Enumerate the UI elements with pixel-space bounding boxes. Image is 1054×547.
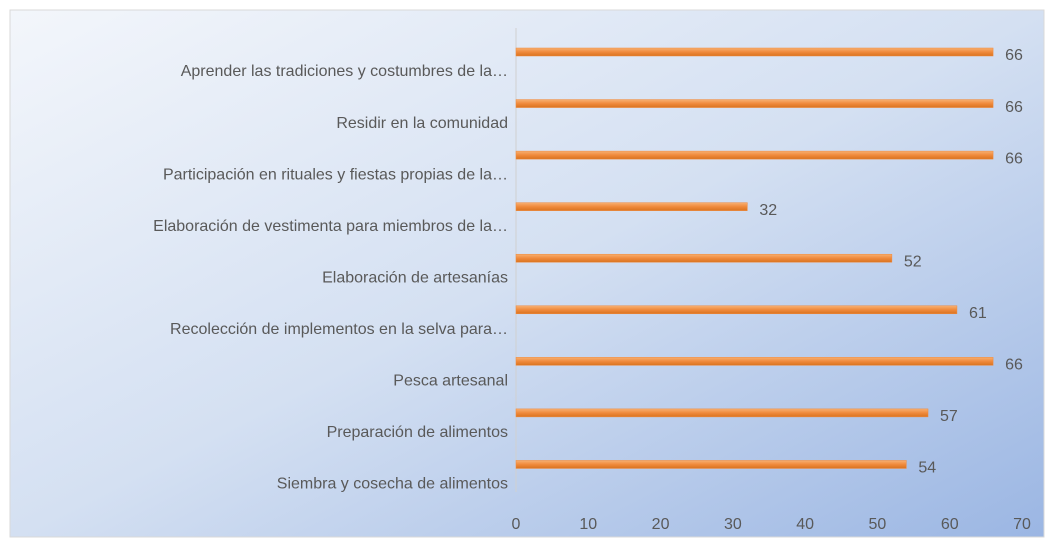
x-tick-label: 40 (796, 516, 814, 533)
x-tick-label: 50 (869, 516, 887, 533)
bar (515, 305, 958, 315)
x-tick-label: 70 (1013, 516, 1031, 533)
category-label: Recolección de implementos en la selva p… (170, 321, 508, 338)
bar (515, 150, 994, 160)
bar (515, 408, 929, 418)
value-label: 66 (1005, 47, 1023, 64)
bar (515, 47, 994, 57)
bar (515, 202, 748, 211)
category-label: Elaboración de artesanías (322, 269, 508, 286)
bar (515, 357, 994, 366)
category-label: Residir en la comunidad (336, 115, 508, 132)
category-label: Participación en rituales y fiestas prop… (163, 166, 508, 183)
bar (515, 253, 893, 263)
value-label: 57 (940, 408, 958, 425)
bar (515, 460, 907, 469)
x-tick-label: 0 (512, 516, 521, 533)
x-tick-label: 30 (724, 516, 742, 533)
value-label: 32 (759, 202, 777, 219)
value-label: 52 (904, 253, 922, 270)
value-label: 66 (1005, 357, 1023, 374)
category-label: Aprender las tradiciones y costumbres de… (181, 63, 508, 80)
x-tick-label: 10 (579, 516, 597, 533)
bar (515, 99, 994, 108)
category-label: Siembra y cosecha de alimentos (277, 476, 508, 493)
category-label: Preparación de alimentos (327, 424, 508, 441)
x-tick-label: 20 (652, 516, 670, 533)
category-label: Elaboración de vestimenta para miembros … (153, 218, 508, 235)
chart-background (9, 9, 1045, 538)
category-label: Pesca artesanal (393, 373, 508, 390)
value-label: 61 (969, 305, 987, 322)
value-label: 54 (918, 460, 936, 477)
value-label: 66 (1005, 150, 1023, 167)
value-label: 66 (1005, 99, 1023, 116)
x-tick-label: 60 (941, 516, 959, 533)
